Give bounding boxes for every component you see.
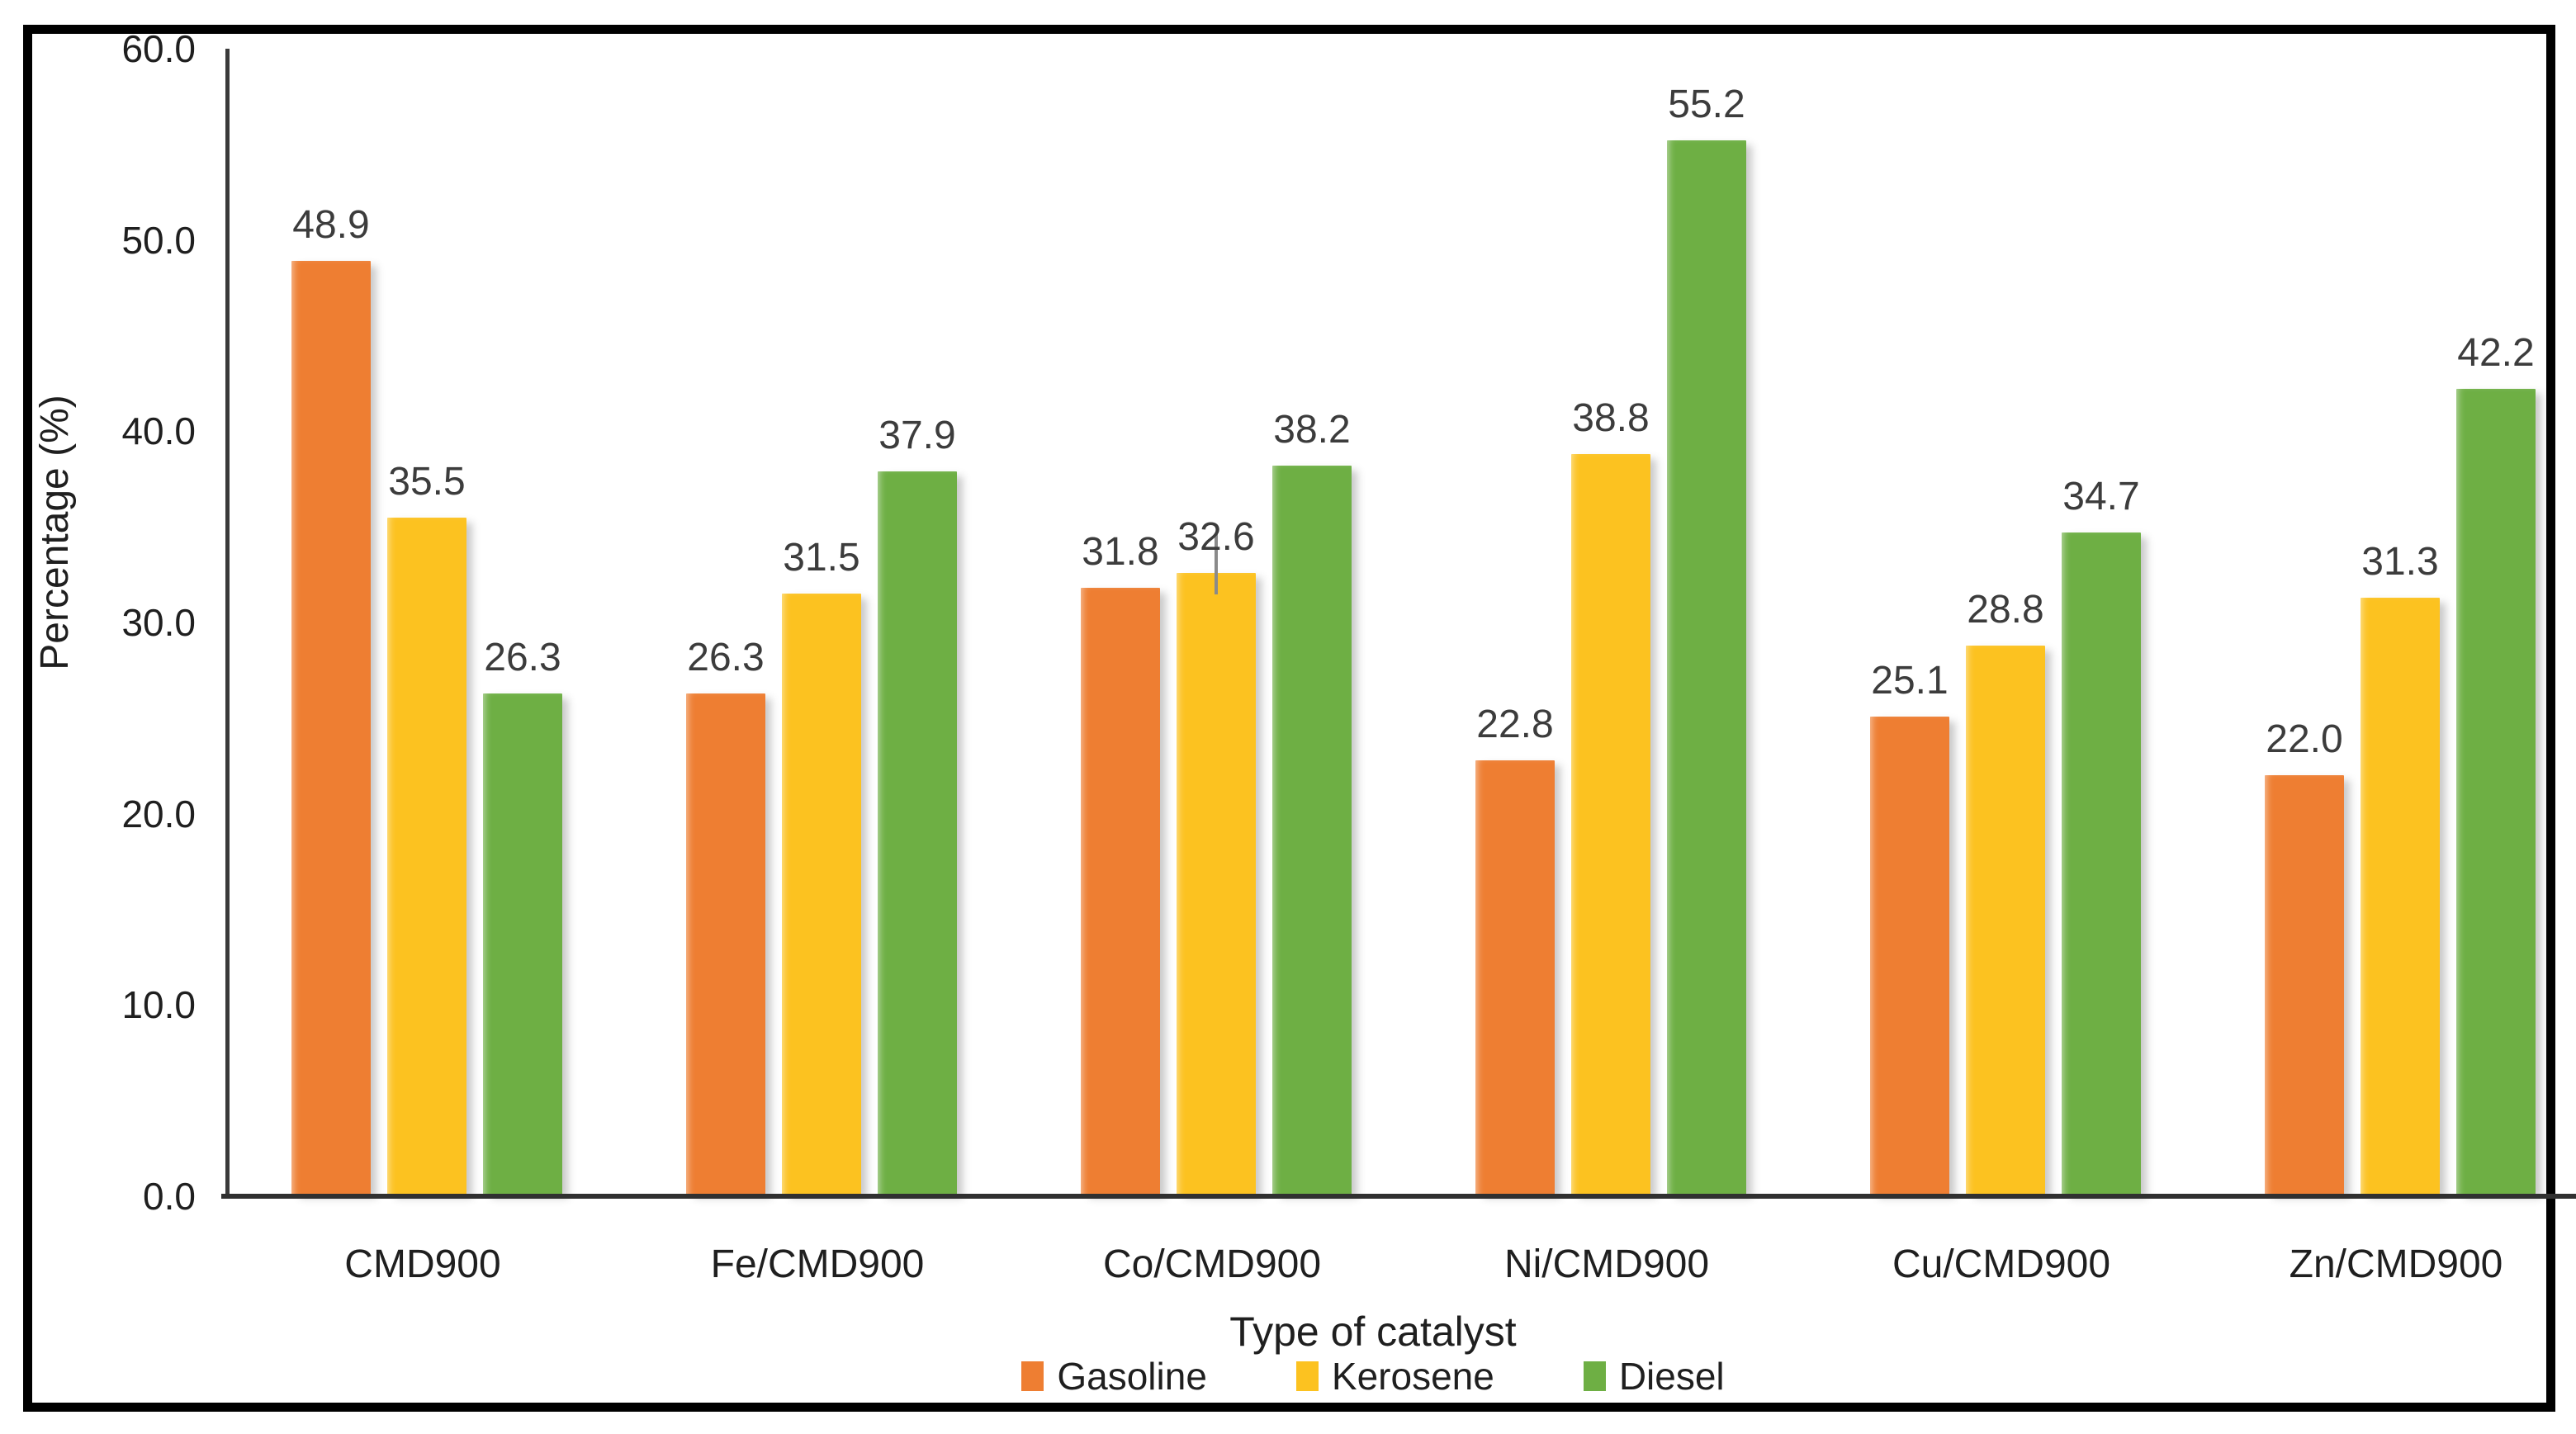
legend-label-gasoline: Gasoline <box>1057 1355 1207 1398</box>
bar-group-co-cmd900: 31.8 32.6 38.2 <box>1019 49 1413 1196</box>
y-axis-title: Percentage (%) <box>33 395 77 670</box>
legend-item-diesel: Diesel <box>1583 1355 1725 1398</box>
category-label-co-cmd900: Co/CMD900 <box>1102 1242 1322 1286</box>
value-label-diesel-ni-cmd900: 55.2 <box>1668 83 1745 127</box>
value-label-diesel-co-cmd900: 38.2 <box>1273 408 1351 452</box>
value-label-gasoline-co-cmd900: 31.8 <box>1082 530 1159 575</box>
bar-gasoline-fe-cmd900: 26.3 <box>686 636 765 1196</box>
bar-diesel-zn-cmd900: 42.2 <box>2456 331 2536 1196</box>
bar-diesel-cu-cmd900: 34.7 <box>2062 475 2141 1196</box>
legend-item-gasoline: Gasoline <box>1021 1355 1207 1398</box>
value-label-kerosene-co-cmd900: 32.6 <box>1177 514 1255 559</box>
legend-swatch-kerosene <box>1295 1361 1319 1391</box>
legend: Gasoline Kerosene Diesel <box>225 1355 2521 1398</box>
bar-kerosene-ni-cmd900: 38.8 <box>1571 396 1650 1196</box>
bar-kerosene-fe-cmd900: 31.5 <box>782 536 861 1196</box>
value-label-gasoline-cmd900: 48.9 <box>292 203 370 248</box>
bar-group-cu-cmd900: 25.1 28.8 34.7 <box>1808 49 2203 1196</box>
value-label-kerosene-cmd900: 35.5 <box>388 459 466 504</box>
y-tick-label-60.0: 60.0 <box>121 27 196 70</box>
bar-kerosene-zn-cmd900: 31.3 <box>2361 540 2440 1196</box>
bar-kerosene-cmd900: 35.5 <box>387 460 466 1196</box>
bar-group-ni-cmd900: 22.8 38.8 55.2 <box>1413 49 1808 1196</box>
value-label-diesel-cmd900: 26.3 <box>484 635 561 679</box>
category-label-fe-cmd900: Fe/CMD900 <box>710 1242 925 1286</box>
legend-swatch-gasoline <box>1021 1361 1044 1391</box>
bar-diesel-cmd900: 26.3 <box>483 636 562 1196</box>
x-axis-line <box>221 1194 2576 1199</box>
bar-diesel-fe-cmd900: 37.9 <box>878 414 957 1196</box>
bar-gasoline-co-cmd900: 31.8 <box>1081 530 1160 1196</box>
chart-frame: Percentage (%) 0.0 10.0 20.0 30.0 40.0 50.0 60… <box>23 25 2576 1412</box>
bar-group-cmd900: 48.9 35.5 26.3 <box>230 49 624 1196</box>
bar-gasoline-cu-cmd900: 25.1 <box>1870 659 1949 1196</box>
y-tick-label-40.0: 40.0 <box>121 409 196 453</box>
value-label-gasoline-fe-cmd900: 26.3 <box>687 635 765 679</box>
category-label-cu-cmd900: Cu/CMD900 <box>1892 1242 2111 1286</box>
y-tick-label-30.0: 30.0 <box>121 601 196 644</box>
category-label-cmd900: CMD900 <box>344 1242 501 1286</box>
legend-item-kerosene: Kerosene <box>1295 1355 1494 1398</box>
bar-diesel-ni-cmd900: 55.2 <box>1667 83 1746 1196</box>
value-label-diesel-cu-cmd900: 34.7 <box>2062 475 2140 519</box>
y-tick-label-20.0: 20.0 <box>121 792 196 835</box>
legend-label-kerosene: Kerosene <box>1331 1355 1494 1398</box>
bar-gasoline-cmd900: 48.9 <box>291 203 371 1196</box>
legend-label-diesel: Diesel <box>1618 1355 1725 1398</box>
value-label-kerosene-cu-cmd900: 28.8 <box>1967 587 2044 632</box>
x-axis-title: Type of catalyst <box>1229 1309 1517 1355</box>
value-label-kerosene-fe-cmd900: 31.5 <box>783 536 860 580</box>
bar-group-zn-cmd900: 22.0 31.3 42.2 <box>2203 49 2576 1196</box>
bar-group-fe-cmd900: 26.3 31.5 37.9 <box>624 49 1019 1196</box>
value-label-kerosene-ni-cmd900: 38.8 <box>1572 396 1650 441</box>
bar-kerosene-co-cmd900: 32.6 <box>1177 515 1256 1196</box>
plot-area: 48.9 35.5 26.3 26.3 31.5 37.9 31.8 32.6 38.2 22.8… <box>225 49 2576 1196</box>
category-label-zn-cmd900: Zn/CMD900 <box>2289 1242 2503 1286</box>
bar-gasoline-ni-cmd900: 22.8 <box>1475 703 1555 1196</box>
bar-kerosene-cu-cmd900: 28.8 <box>1966 588 2045 1196</box>
legend-swatch-diesel <box>1583 1361 1606 1391</box>
value-label-diesel-zn-cmd900: 42.2 <box>2457 331 2535 376</box>
value-label-gasoline-zn-cmd900: 22.0 <box>2266 717 2343 762</box>
bar-gasoline-zn-cmd900: 22.0 <box>2265 717 2344 1196</box>
bar-diesel-co-cmd900: 38.2 <box>1272 408 1352 1196</box>
value-label-gasoline-cu-cmd900: 25.1 <box>1871 658 1949 703</box>
error-bar-kerosene-co-cmd900 <box>1215 534 1218 594</box>
value-label-diesel-fe-cmd900: 37.9 <box>878 413 956 457</box>
category-label-ni-cmd900: Ni/CMD900 <box>1503 1242 1710 1286</box>
y-tick-label-0.0: 0.0 <box>143 1175 196 1218</box>
y-tick-label-10.0: 10.0 <box>121 983 196 1027</box>
value-label-gasoline-ni-cmd900: 22.8 <box>1476 702 1554 746</box>
value-label-kerosene-zn-cmd900: 31.3 <box>2361 539 2439 584</box>
y-tick-label-50.0: 50.0 <box>121 218 196 262</box>
